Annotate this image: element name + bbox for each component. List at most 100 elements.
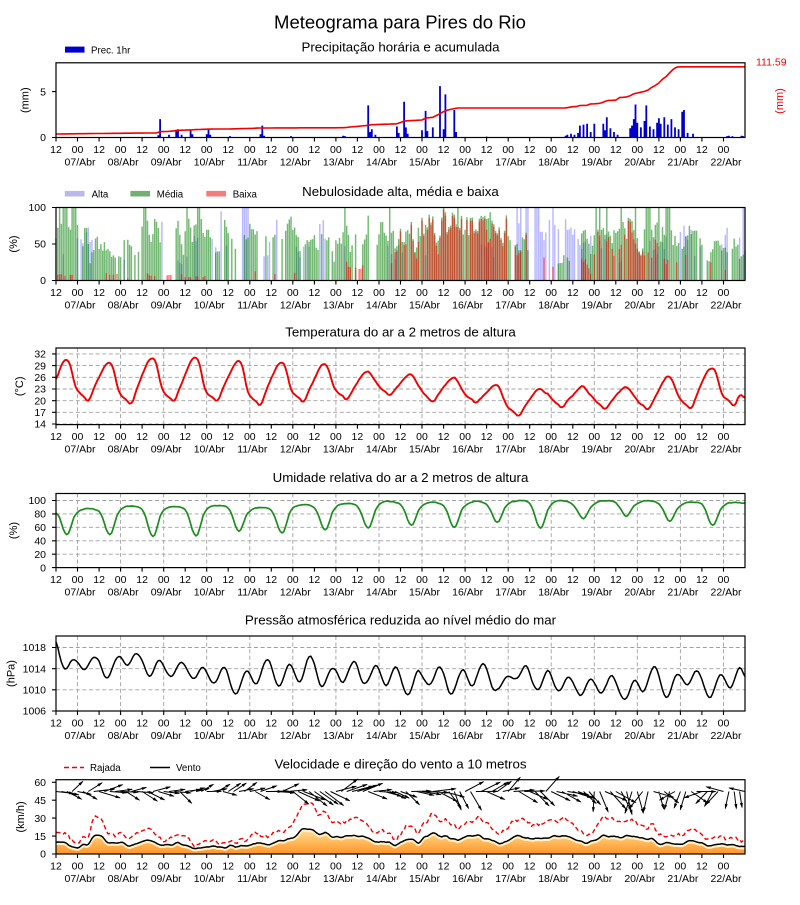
svg-text:12: 12 (265, 144, 277, 156)
svg-text:20/Abr: 20/Abr (624, 587, 655, 599)
svg-text:5: 5 (40, 86, 46, 98)
svg-text:00: 00 (373, 718, 385, 730)
svg-text:07/Abr: 07/Abr (65, 300, 96, 312)
svg-text:12: 12 (567, 861, 579, 873)
svg-text:00: 00 (675, 718, 687, 730)
svg-text:12: 12 (567, 574, 579, 586)
svg-text:00: 00 (115, 718, 127, 730)
svg-text:11/Abr: 11/Abr (237, 300, 268, 312)
svg-text:12/Abr: 12/Abr (280, 587, 311, 599)
svg-text:(hPa): (hPa) (6, 660, 18, 687)
svg-text:09/Abr: 09/Abr (151, 444, 182, 456)
svg-text:12: 12 (93, 718, 105, 730)
svg-text:00: 00 (330, 431, 342, 443)
svg-text:Umidade relativa do ar a 2 met: Umidade relativa do ar a 2 metros de alt… (273, 470, 529, 485)
svg-text:19/Abr: 19/Abr (581, 587, 612, 599)
svg-text:12: 12 (524, 287, 536, 299)
svg-text:20: 20 (34, 549, 46, 561)
svg-text:00: 00 (459, 718, 471, 730)
svg-text:12: 12 (50, 287, 62, 299)
svg-text:00: 00 (330, 718, 342, 730)
svg-text:12: 12 (93, 574, 105, 586)
svg-text:12: 12 (179, 574, 191, 586)
svg-text:00: 00 (244, 287, 256, 299)
svg-text:00: 00 (718, 287, 730, 299)
svg-text:22/Abr: 22/Abr (711, 300, 742, 312)
svg-text:00: 00 (545, 574, 557, 586)
svg-text:12: 12 (395, 287, 407, 299)
svg-text:1014: 1014 (23, 663, 47, 675)
svg-text:12: 12 (481, 574, 493, 586)
svg-text:50: 50 (34, 239, 46, 251)
svg-text:Meteograma para Pires do Rio: Meteograma para Pires do Rio (274, 12, 526, 33)
svg-text:12: 12 (50, 144, 62, 156)
svg-text:07/Abr: 07/Abr (65, 157, 96, 169)
svg-text:Nebulosidade alta, média e bai: Nebulosidade alta, média e baixa (302, 184, 499, 199)
svg-text:40: 40 (34, 536, 46, 548)
svg-text:21/Abr: 21/Abr (667, 444, 698, 456)
svg-text:07/Abr: 07/Abr (65, 444, 96, 456)
svg-text:12: 12 (222, 287, 234, 299)
svg-text:12: 12 (696, 718, 708, 730)
svg-text:12: 12 (610, 718, 622, 730)
svg-text:12: 12 (265, 431, 277, 443)
svg-text:11/Abr: 11/Abr (237, 444, 268, 456)
svg-text:12: 12 (50, 861, 62, 873)
svg-text:00: 00 (459, 431, 471, 443)
svg-text:12: 12 (610, 431, 622, 443)
svg-text:00: 00 (373, 431, 385, 443)
svg-text:17: 17 (34, 407, 46, 419)
svg-text:12: 12 (179, 144, 191, 156)
svg-text:12: 12 (179, 718, 191, 730)
svg-text:12: 12 (524, 144, 536, 156)
svg-text:16/Abr: 16/Abr (452, 300, 483, 312)
svg-text:0: 0 (40, 562, 46, 574)
svg-text:12: 12 (352, 718, 364, 730)
svg-text:00: 00 (158, 574, 170, 586)
svg-text:10/Abr: 10/Abr (194, 873, 225, 885)
svg-text:0: 0 (40, 132, 46, 144)
svg-text:00: 00 (545, 144, 557, 156)
svg-text:21/Abr: 21/Abr (667, 587, 698, 599)
svg-text:00: 00 (459, 144, 471, 156)
svg-text:15: 15 (34, 831, 46, 843)
svg-text:00: 00 (675, 287, 687, 299)
svg-text:00: 00 (115, 144, 127, 156)
svg-text:00: 00 (115, 287, 127, 299)
svg-text:12: 12 (265, 718, 277, 730)
svg-text:00: 00 (416, 431, 428, 443)
svg-text:10/Abr: 10/Abr (194, 157, 225, 169)
svg-text:12: 12 (481, 431, 493, 443)
svg-text:12: 12 (481, 861, 493, 873)
svg-text:12: 12 (481, 287, 493, 299)
svg-text:Média: Média (157, 189, 184, 200)
svg-text:00: 00 (201, 574, 213, 586)
svg-text:Precipitação horária e acumula: Precipitação horária e acumulada (301, 39, 500, 54)
svg-text:00: 00 (244, 718, 256, 730)
svg-text:Temperatura do ar a 2 metros d: Temperatura do ar a 2 metros de altura (285, 325, 516, 340)
svg-text:17/Abr: 17/Abr (495, 587, 526, 599)
svg-text:00: 00 (502, 144, 514, 156)
svg-text:00: 00 (330, 287, 342, 299)
svg-text:20/Abr: 20/Abr (624, 444, 655, 456)
svg-text:29: 29 (34, 360, 46, 372)
svg-text:00: 00 (201, 287, 213, 299)
svg-text:07/Abr: 07/Abr (65, 587, 96, 599)
svg-text:12: 12 (222, 144, 234, 156)
svg-text:12: 12 (653, 144, 665, 156)
svg-text:100: 100 (28, 495, 46, 507)
svg-text:09/Abr: 09/Abr (151, 587, 182, 599)
svg-text:00: 00 (718, 718, 730, 730)
svg-text:18/Abr: 18/Abr (538, 444, 569, 456)
svg-text:08/Abr: 08/Abr (108, 157, 139, 169)
svg-text:12: 12 (696, 431, 708, 443)
svg-text:08/Abr: 08/Abr (108, 444, 139, 456)
svg-text:12: 12 (438, 861, 450, 873)
svg-text:12: 12 (524, 718, 536, 730)
svg-text:00: 00 (115, 574, 127, 586)
svg-text:12: 12 (265, 861, 277, 873)
svg-text:12: 12 (395, 861, 407, 873)
svg-text:12: 12 (524, 574, 536, 586)
svg-text:00: 00 (718, 431, 730, 443)
svg-text:00: 00 (631, 861, 643, 873)
